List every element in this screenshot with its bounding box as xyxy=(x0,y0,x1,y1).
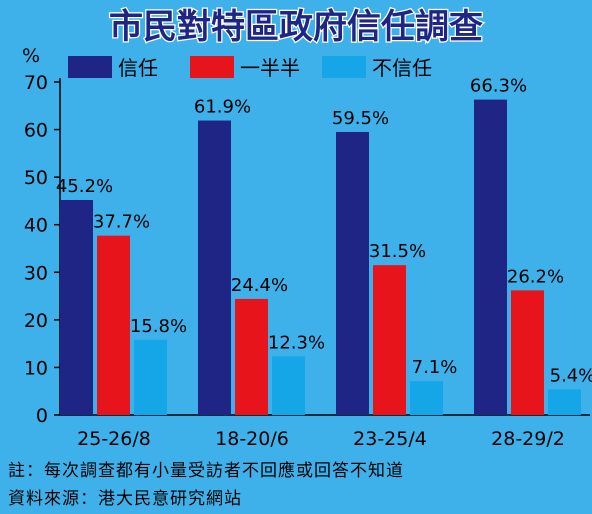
data-label: 31.5% xyxy=(369,241,426,262)
y-tick-label: 0 xyxy=(36,405,48,427)
data-label: 59.5% xyxy=(332,108,389,129)
data-label: 61.9% xyxy=(194,97,251,118)
legend-label: 信任 xyxy=(118,56,158,80)
x-tick-label: 23-25/4 xyxy=(353,428,427,450)
y-tick-label: 70 xyxy=(24,72,48,94)
legend-swatch xyxy=(322,56,366,78)
bars: 45.2% 37.7% 15.8% 61.9% 24.4% 12.3% 59.5% 31.5%… xyxy=(56,76,592,415)
bar xyxy=(198,120,231,415)
y-axis-unit: % xyxy=(22,45,40,67)
data-label: 12.3% xyxy=(268,332,325,353)
bar xyxy=(134,339,167,415)
bar xyxy=(272,356,305,415)
bar xyxy=(511,290,544,415)
x-tick-label: 18-20/6 xyxy=(215,428,289,450)
bar xyxy=(373,265,406,415)
y-tick-label: 30 xyxy=(24,262,48,284)
bar xyxy=(60,199,93,415)
data-label: 66.3% xyxy=(470,76,527,97)
y-tick-label: 60 xyxy=(24,120,48,142)
y-tick-label: 10 xyxy=(24,357,48,379)
source-note: 資料來源：港大民意研究網站 xyxy=(8,489,242,509)
legend-label: 一半半 xyxy=(240,56,300,80)
bar xyxy=(548,389,581,415)
legend: 信任 一半半 不信任 xyxy=(68,56,432,80)
bar xyxy=(474,99,507,415)
data-label: 37.7% xyxy=(93,212,150,233)
data-label: 24.4% xyxy=(231,275,288,296)
axes: 0 10 20 30 40 50 60 70 25-26/8 18-20/6 23-25/4 28-2… xyxy=(24,72,590,450)
survey-note: 註：每次調查都有小量受訪者不回應或回答不知道 xyxy=(8,461,404,481)
data-label: 45.2% xyxy=(56,176,113,197)
bar xyxy=(235,298,268,415)
data-label: 15.8% xyxy=(130,316,187,337)
y-tick-label: 40 xyxy=(24,215,48,237)
bar xyxy=(336,131,369,415)
bar xyxy=(97,235,130,415)
chart-title: 市民對特區政府信任調查 xyxy=(109,7,483,47)
y-tick-label: 50 xyxy=(24,167,48,189)
y-tick-label: 20 xyxy=(24,310,48,332)
data-label: 26.2% xyxy=(507,266,564,287)
x-tick-label: 28-29/2 xyxy=(491,428,565,450)
legend-label: 不信任 xyxy=(372,56,432,80)
x-tick-label: 25-26/8 xyxy=(77,428,151,450)
data-label: 5.4% xyxy=(550,365,592,386)
bar xyxy=(410,381,443,415)
legend-swatch xyxy=(190,56,234,78)
data-label: 7.1% xyxy=(412,357,458,378)
legend-swatch xyxy=(68,56,112,78)
